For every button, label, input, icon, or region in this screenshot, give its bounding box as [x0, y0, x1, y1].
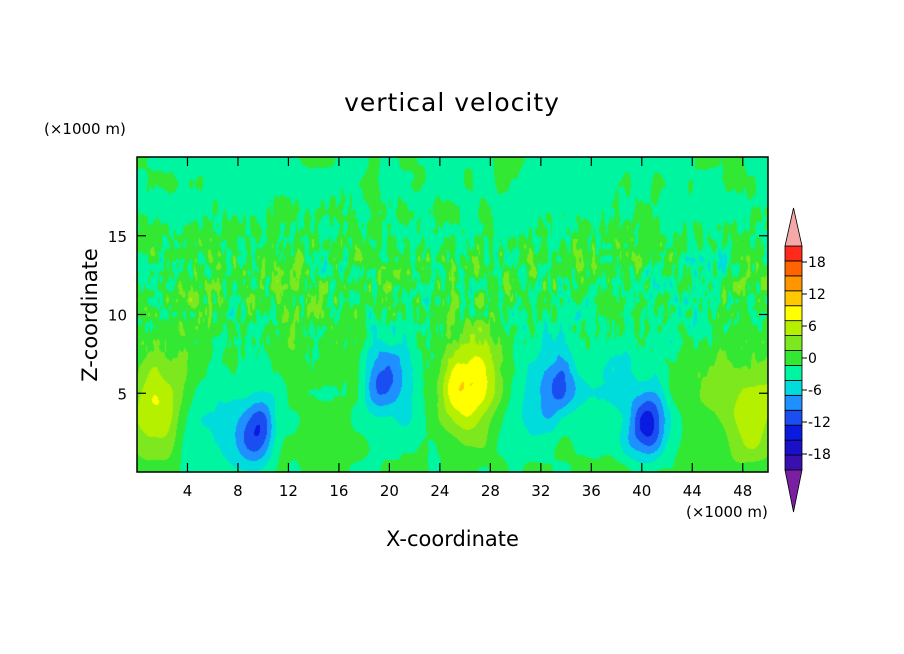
colorbar: -18 -12 -6 0 6 12 18	[784, 207, 831, 513]
colorbar-box	[784, 260, 803, 277]
x-axis-label: X-coordinate	[386, 527, 519, 551]
colorbar-box	[784, 335, 803, 351]
x-tick-label: 16	[329, 482, 348, 500]
y-tick-label: 5	[117, 385, 127, 403]
x-tick-label: 48	[733, 482, 752, 500]
x-tick-label: 8	[233, 482, 243, 500]
x-tick-label: 4	[183, 482, 193, 500]
colorbar-min-arrow	[784, 469, 803, 513]
colorbar-box	[784, 245, 803, 262]
x-tick-label: 12	[279, 482, 298, 500]
colorbar-box	[784, 320, 803, 336]
colorbar-box	[784, 305, 803, 322]
x-axis-unit: (×1000 m)	[686, 503, 768, 521]
colorbar-box	[784, 379, 803, 396]
x-tick-label: 32	[531, 482, 550, 500]
colorbar-tick-label: -12	[808, 415, 831, 431]
colorbar-box	[784, 424, 803, 441]
colorbar-tick-label: 12	[808, 287, 826, 303]
colorbar-tick-label: -18	[808, 447, 831, 463]
colorbar-box	[784, 290, 803, 307]
velocity-contour-field	[137, 157, 768, 472]
x-tick-label: 20	[380, 482, 399, 500]
colorbar-tick-label: 6	[808, 319, 817, 335]
colorbar-tick-label: 0	[808, 351, 817, 367]
colorbar-box	[784, 409, 803, 426]
x-tick-label: 40	[632, 482, 651, 500]
y-axis-unit: (×1000 m)	[44, 120, 126, 138]
x-tick-label: 44	[683, 482, 702, 500]
colorbar-tick-label: -6	[808, 383, 822, 399]
y-tick-label: 10	[108, 307, 127, 325]
colorbar-tick-label: 18	[808, 255, 826, 271]
colorbar-box	[784, 439, 803, 456]
colorbar-box	[784, 350, 803, 366]
x-tick-label: 28	[481, 482, 500, 500]
y-axis-label: Z-coordinate	[78, 248, 102, 382]
colorbar-max-arrow	[784, 207, 803, 247]
plot-area	[136, 156, 769, 473]
colorbar-box	[784, 275, 803, 292]
x-tick-label: 24	[430, 482, 449, 500]
colorbar-box	[784, 394, 803, 411]
y-tick-label: 15	[108, 228, 127, 246]
x-tick-label: 36	[582, 482, 601, 500]
colorbar-box	[784, 365, 803, 381]
colorbar-box	[784, 454, 803, 471]
chart-title: vertical velocity	[344, 88, 560, 117]
